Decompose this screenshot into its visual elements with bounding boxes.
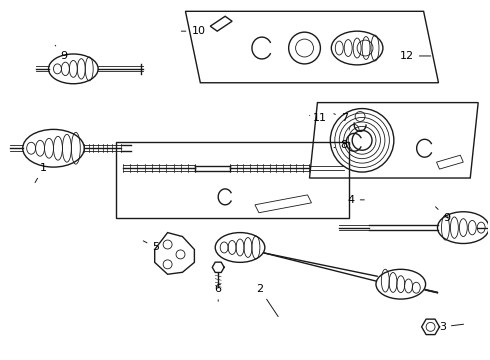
Text: 9: 9 <box>436 207 450 223</box>
Text: 5: 5 <box>143 241 159 252</box>
Text: 3: 3 <box>439 322 464 332</box>
Text: 10: 10 <box>181 26 205 36</box>
Text: 8: 8 <box>334 140 348 150</box>
Text: 2: 2 <box>256 284 278 316</box>
Text: 11: 11 <box>310 113 326 123</box>
Text: 6: 6 <box>215 284 221 301</box>
Text: 12: 12 <box>400 51 431 61</box>
Text: 1: 1 <box>35 163 47 183</box>
Text: 7: 7 <box>334 113 348 123</box>
Text: 4: 4 <box>347 195 364 205</box>
Text: 9: 9 <box>55 45 67 61</box>
